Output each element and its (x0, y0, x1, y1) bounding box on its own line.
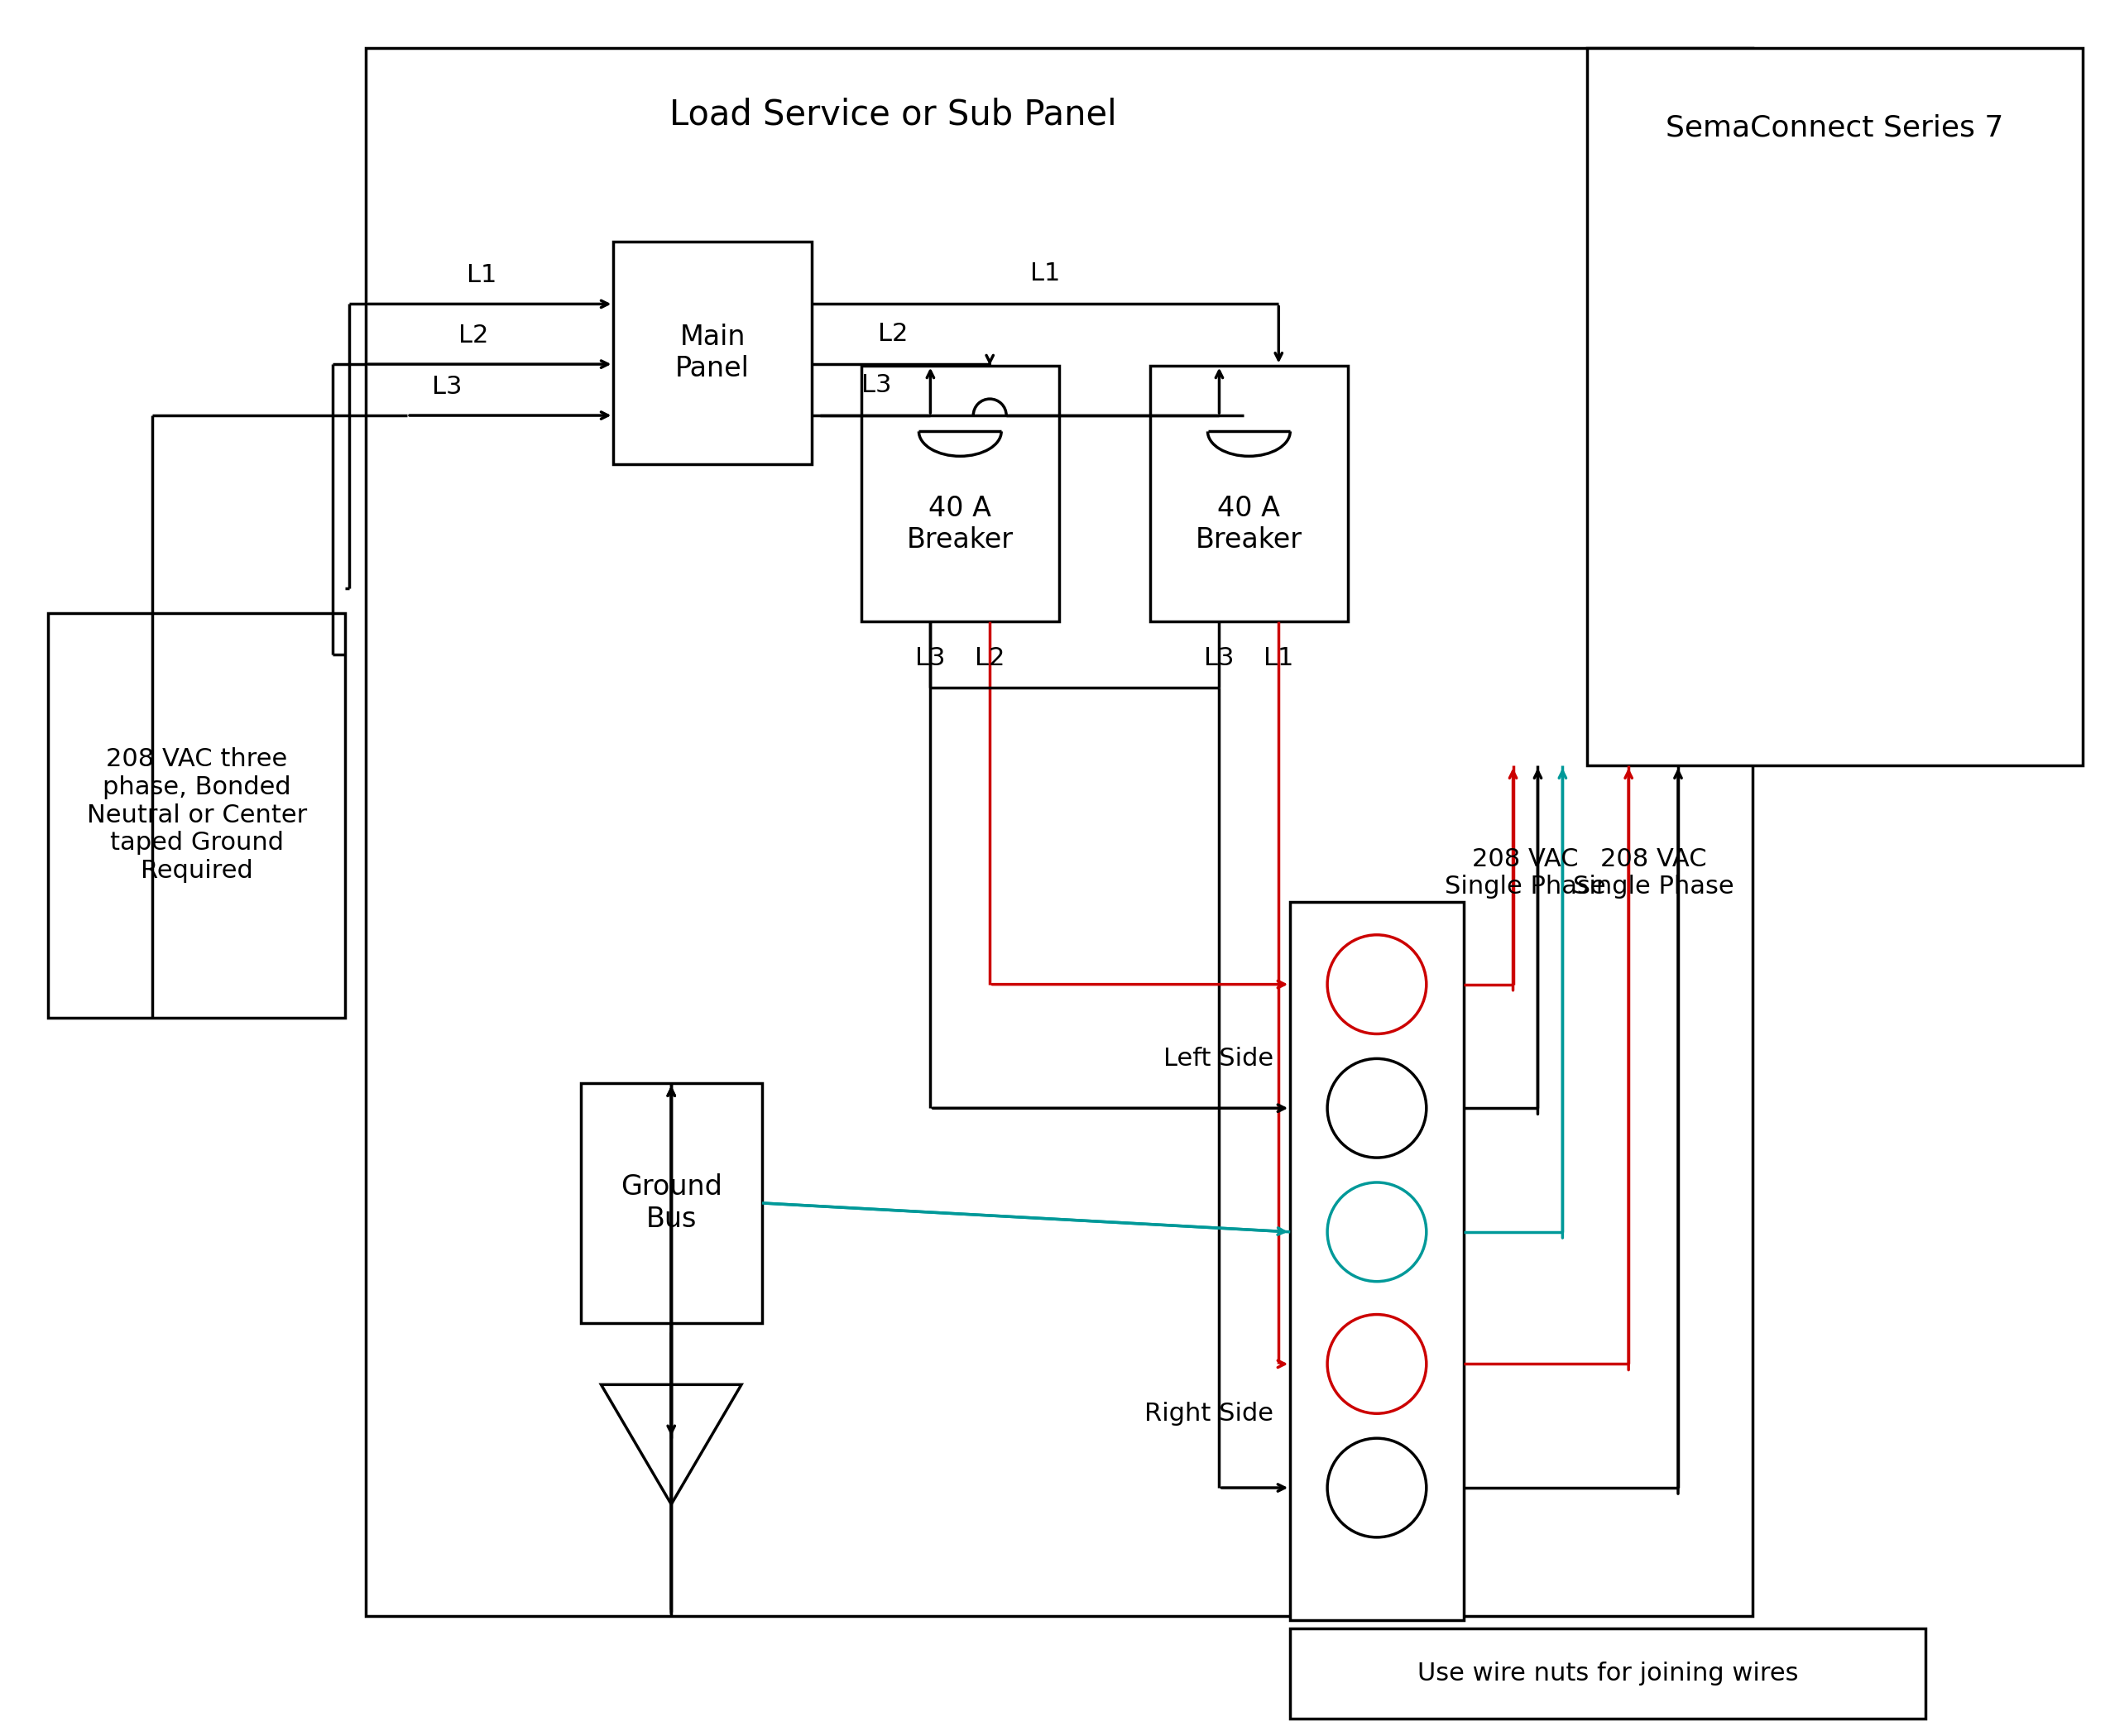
Text: Load Service or Sub Panel: Load Service or Sub Panel (669, 97, 1116, 132)
Text: L1: L1 (1264, 646, 1293, 670)
Text: L2: L2 (878, 321, 907, 345)
Text: 40 A
Breaker: 40 A Breaker (1196, 495, 1302, 554)
Bar (580, 1083, 762, 1323)
Bar (1150, 365, 1348, 621)
Text: Left Side: Left Side (1163, 1047, 1274, 1071)
Text: 208 VAC
Single Phase: 208 VAC Single Phase (1572, 847, 1734, 899)
Text: Main
Panel: Main Panel (675, 323, 749, 382)
Text: L3: L3 (861, 373, 890, 398)
Text: L1: L1 (466, 264, 496, 288)
Text: Ground
Bus: Ground Bus (620, 1174, 722, 1233)
Text: L2: L2 (975, 646, 1004, 670)
Bar (1289, 901, 1464, 1620)
Bar (861, 365, 1059, 621)
Text: 208 VAC three
phase, Bonded
Neutral or Center
taped Ground
Required: 208 VAC three phase, Bonded Neutral or C… (87, 748, 306, 884)
Text: L2: L2 (458, 323, 487, 347)
Bar (614, 241, 812, 465)
Text: L3: L3 (916, 646, 945, 670)
Bar (1587, 47, 2083, 766)
Text: L3: L3 (433, 375, 462, 399)
Bar (1289, 1628, 1926, 1719)
Text: Right Side: Right Side (1144, 1401, 1274, 1425)
Text: SemaConnect Series 7: SemaConnect Series 7 (1667, 115, 2004, 142)
Bar (365, 47, 1751, 1616)
Text: L3: L3 (1205, 646, 1234, 670)
Text: L1: L1 (1030, 262, 1059, 286)
Text: Use wire nuts for joining wires: Use wire nuts for joining wires (1418, 1661, 1798, 1686)
Text: 40 A
Breaker: 40 A Breaker (907, 495, 1013, 554)
Bar (49, 613, 346, 1017)
Text: 208 VAC
Single Phase: 208 VAC Single Phase (1445, 847, 1606, 899)
